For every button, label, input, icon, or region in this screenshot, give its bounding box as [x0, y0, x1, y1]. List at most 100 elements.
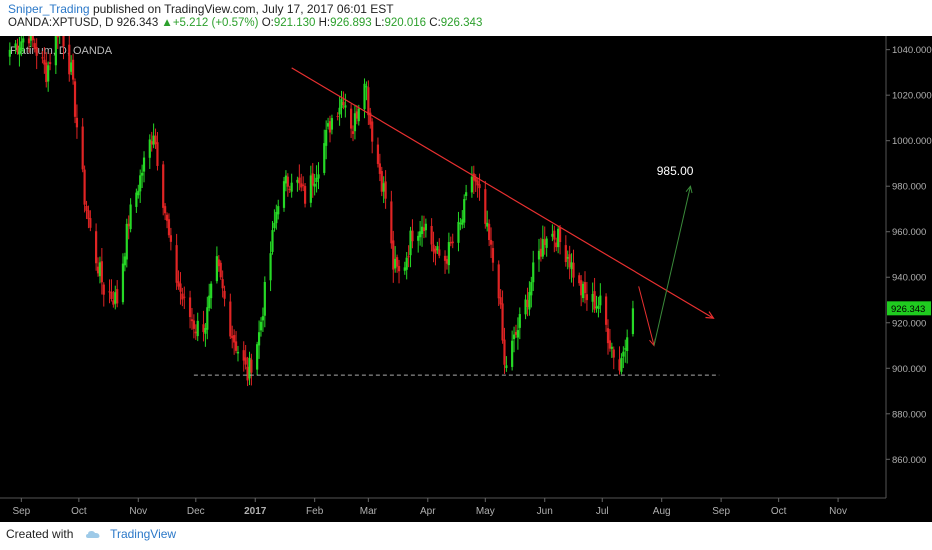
candle-body — [175, 245, 178, 283]
candle-body — [162, 164, 165, 208]
candle-body — [557, 228, 560, 248]
candle-body — [215, 256, 218, 282]
x-tick-label: Dec — [187, 506, 205, 517]
candle-body — [73, 81, 77, 117]
candle-body — [620, 357, 623, 372]
candle-body — [112, 300, 115, 305]
candle-body — [75, 117, 79, 128]
candle-body — [325, 129, 328, 146]
candle-body — [445, 259, 449, 264]
footer: Created with TradingView — [6, 527, 176, 541]
candle-body — [568, 254, 571, 268]
candle-body — [344, 105, 347, 108]
candle-body — [70, 62, 73, 72]
candle-body — [68, 44, 71, 75]
candle-body — [204, 327, 207, 334]
candle-body — [610, 346, 613, 349]
candle-body — [95, 231, 98, 264]
forecast-down-arrow[interactable] — [638, 286, 655, 346]
candle-body — [298, 177, 301, 184]
candle-body — [436, 246, 439, 251]
candle-body — [123, 256, 126, 266]
candle-body — [233, 335, 236, 343]
candle-body — [22, 38, 25, 43]
trend-line[interactable] — [291, 67, 714, 319]
y-tick-label: 1020.000 — [892, 91, 932, 102]
candle-body — [365, 86, 368, 88]
candle-body — [236, 351, 240, 354]
candle-body — [511, 340, 514, 367]
candle-body — [622, 351, 625, 357]
candle-body — [564, 245, 567, 263]
candle-body — [326, 123, 330, 127]
last-price-tag-label: 926.343 — [891, 304, 925, 315]
candle-body — [31, 36, 34, 41]
candle-body — [367, 87, 370, 116]
candle-body — [349, 108, 353, 129]
candle-body — [116, 289, 119, 304]
candle-body — [422, 227, 426, 232]
candle-body — [263, 282, 266, 316]
candle-body — [33, 43, 36, 49]
candle-body — [152, 135, 155, 145]
x-tick-label: Aug — [653, 506, 671, 517]
candle-body — [342, 101, 345, 106]
x-tick-label: Apr — [420, 506, 436, 517]
candle-body — [470, 176, 473, 193]
y-tick-label: 920.000 — [892, 318, 926, 329]
change-value: +5.212 (+0.57%) — [172, 17, 259, 29]
candle-body — [380, 171, 383, 192]
candle-body — [390, 201, 393, 244]
candle-body — [606, 328, 610, 344]
candle-body — [392, 240, 395, 270]
candle-body — [261, 316, 265, 321]
trend-line-arrowhead — [705, 311, 715, 319]
target-annotation[interactable]: 985.00 — [657, 164, 694, 178]
candle-body — [296, 179, 299, 183]
high-value: 926.893 — [330, 17, 372, 29]
chart-area[interactable]: Platinum, D, OANDA 860.000 880.000 900.000 9… — [0, 36, 932, 522]
price-chart[interactable]: Platinum, D, OANDA 860.000 880.000 900.000 9… — [0, 36, 932, 522]
candle-body — [259, 321, 263, 331]
y-tick-label: 900.000 — [892, 364, 926, 375]
candle-body — [424, 223, 427, 231]
candle-body — [269, 253, 272, 281]
y-tick-label: 960.000 — [892, 227, 926, 238]
forecast-up-arrow[interactable] — [653, 186, 691, 346]
candle-body — [570, 262, 573, 270]
candle-body — [141, 172, 144, 176]
y-tick-label: 1040.000 — [892, 45, 932, 56]
candle-body — [188, 297, 192, 318]
candle-body — [474, 177, 477, 182]
candle-body — [558, 227, 562, 243]
author-link[interactable]: Sniper_Trading — [8, 2, 90, 16]
candle-body — [127, 223, 130, 227]
candle-body — [599, 295, 602, 306]
candle-body — [137, 190, 140, 196]
high-label: H: — [318, 17, 331, 29]
candle-body — [330, 118, 334, 130]
candle-body — [501, 303, 504, 341]
candle-body — [181, 293, 184, 300]
candle-body — [566, 257, 569, 259]
candle-body — [518, 314, 521, 328]
candle-body — [382, 183, 385, 192]
candle-body — [72, 59, 75, 80]
candle-body — [250, 359, 253, 373]
candle-body — [478, 184, 481, 189]
candle-body — [434, 248, 437, 254]
x-tick-label: Sep — [12, 506, 30, 517]
tradingview-link[interactable]: TradingView — [110, 527, 177, 541]
candle-body — [100, 261, 103, 283]
last-price: 926.343 — [116, 17, 159, 29]
candle-body — [165, 214, 169, 221]
candle-body — [626, 337, 629, 352]
close-label: C: — [429, 17, 441, 29]
candle-body — [338, 107, 341, 115]
candle-body — [516, 330, 519, 338]
y-tick-label: 880.000 — [892, 409, 926, 420]
candle-body — [530, 282, 533, 296]
candle-body — [340, 99, 343, 108]
candle-body — [16, 45, 19, 53]
x-tick-label: Feb — [306, 506, 324, 517]
